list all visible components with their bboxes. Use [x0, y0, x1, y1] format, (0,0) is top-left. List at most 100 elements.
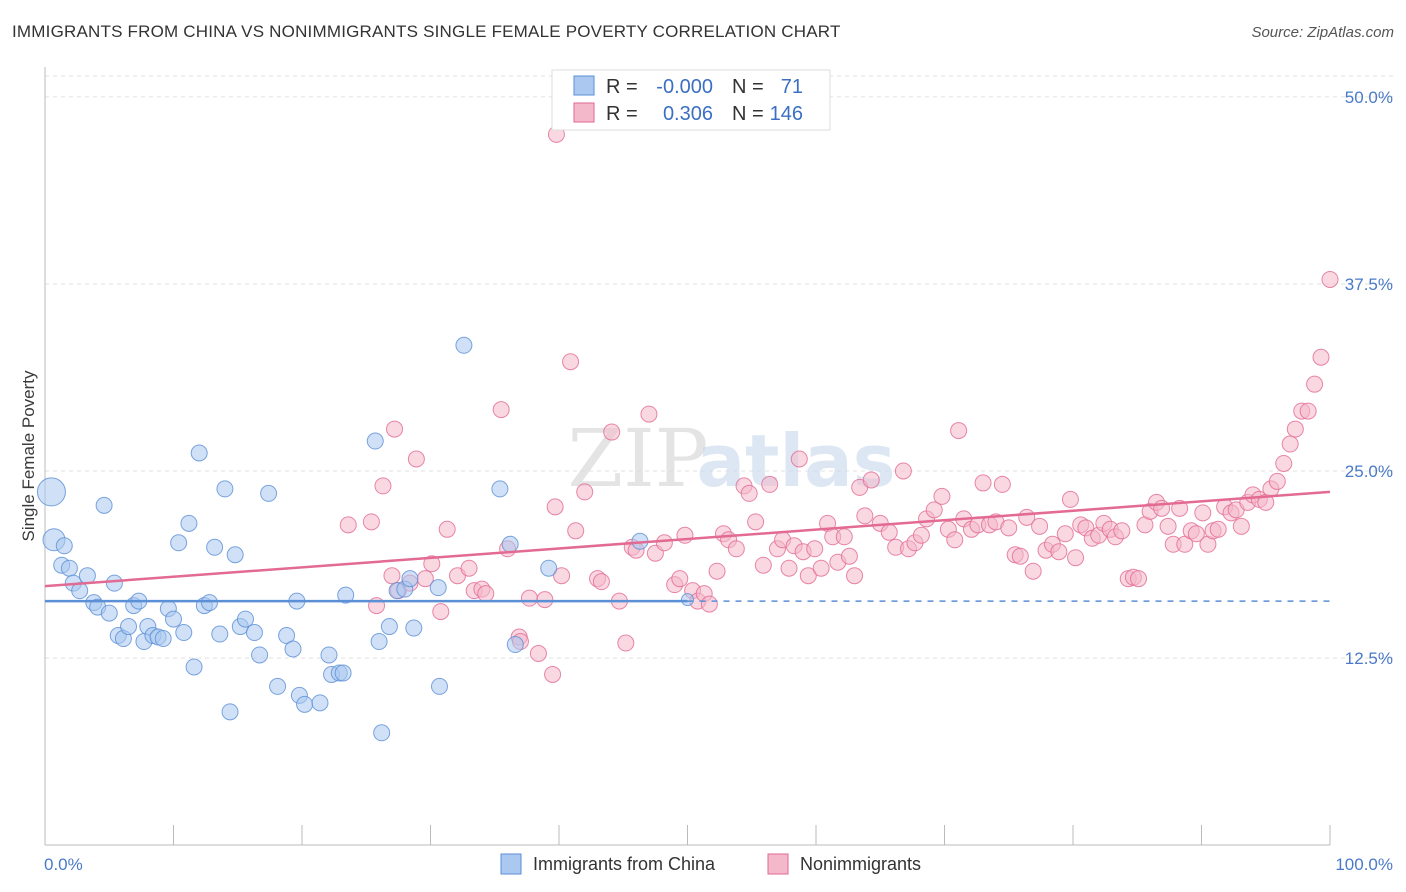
point-nonimmigrant [1194, 504, 1212, 522]
point-china [491, 480, 509, 498]
point-nonimmigrant [1321, 270, 1339, 288]
x-tick-labels: 0.0% 100.0% [44, 855, 1393, 874]
point-china [501, 535, 519, 553]
point-nonimmigrant [1286, 420, 1304, 438]
point-china [245, 624, 263, 642]
point-china [373, 724, 391, 742]
y-axis-label: Single Female Poverty [19, 370, 38, 542]
point-nonimmigrant [1000, 519, 1018, 537]
series-legend-swatch-pink [767, 853, 789, 875]
point-nonimmigrant [617, 634, 635, 652]
y-tick-labels: 12.5% 25.0% 37.5% 50.0% [1345, 88, 1393, 668]
point-china [78, 567, 96, 585]
point-china [320, 646, 338, 664]
point-china [211, 625, 229, 643]
point-china [380, 618, 398, 636]
data-points [36, 125, 1339, 742]
legend-swatch-pink [573, 102, 595, 123]
correlation-legend: R = -0.000 N = 71 R = 0.306 N = 146 [551, 69, 831, 131]
point-nonimmigrant [592, 573, 610, 591]
point-china [284, 640, 302, 658]
point-china [681, 593, 694, 607]
point-nonimmigrant [1113, 522, 1131, 540]
point-china [55, 537, 73, 555]
legend-r-label-1: R = [606, 76, 638, 98]
point-nonimmigrant [460, 559, 478, 577]
point-nonimmigrant [492, 401, 510, 419]
x-tick-label-max: 100.0% [1335, 855, 1393, 874]
point-nonimmigrant [1281, 435, 1299, 453]
y-tick-label: 12.5% [1345, 649, 1393, 668]
point-nonimmigrant [1268, 472, 1286, 490]
point-china [455, 336, 473, 354]
point-nonimmigrant [1299, 402, 1317, 420]
series-legend: Immigrants from China Nonimmigrants [500, 853, 921, 875]
point-china [180, 514, 198, 532]
point-nonimmigrant [374, 477, 392, 495]
y-tick-label: 50.0% [1345, 88, 1393, 107]
point-nonimmigrant [546, 498, 564, 516]
point-nonimmigrant [544, 665, 562, 683]
point-nonimmigrant [1056, 525, 1074, 543]
point-nonimmigrant [576, 483, 594, 501]
point-china [366, 432, 384, 450]
point-china [334, 664, 352, 682]
trend-line-nonimmigrants [44, 490, 1331, 588]
point-nonimmigrant [477, 585, 495, 603]
legend-swatch-blue [573, 75, 595, 96]
point-nonimmigrant [1061, 490, 1079, 508]
point-china [221, 703, 239, 721]
point-nonimmigrant [856, 507, 874, 525]
point-nonimmigrant [846, 567, 864, 585]
point-china [236, 610, 254, 628]
point-china [430, 677, 448, 695]
point-nonimmigrant [567, 522, 585, 540]
point-nonimmigrant [1209, 520, 1227, 538]
legend-n-value-2: 146 [770, 103, 803, 125]
point-nonimmigrant [993, 475, 1011, 493]
chart-title: IMMIGRANTS FROM CHINA VS NONIMMIGRANTS S… [12, 22, 841, 41]
point-china [251, 646, 269, 664]
point-china [100, 604, 118, 622]
point-china [506, 636, 524, 654]
point-china [311, 694, 329, 712]
point-nonimmigrant [946, 531, 964, 549]
point-china [429, 579, 447, 597]
point-nonimmigrant [780, 559, 798, 577]
point-nonimmigrant [1031, 517, 1049, 535]
point-nonimmigrant [1159, 517, 1177, 535]
point-nonimmigrant [1067, 549, 1085, 567]
point-nonimmigrant [362, 513, 380, 531]
legend-n-label-2: N = [732, 103, 764, 125]
legend-n-value-1: 71 [781, 76, 803, 98]
point-nonimmigrant [761, 475, 779, 493]
point-china [165, 610, 182, 628]
point-china [370, 633, 388, 651]
point-china [154, 630, 172, 648]
point-nonimmigrant [1312, 348, 1330, 366]
point-nonimmigrant [1275, 454, 1293, 472]
point-nonimmigrant [676, 526, 694, 544]
point-china [60, 559, 78, 577]
point-nonimmigrant [1024, 562, 1042, 580]
point-nonimmigrant [950, 422, 968, 440]
point-china [269, 677, 287, 695]
point-nonimmigrant [812, 559, 830, 577]
point-china [120, 618, 138, 636]
point-nonimmigrant [640, 405, 658, 423]
legend-r-value-1: -0.000 [656, 76, 713, 98]
x-tick-marks [173, 825, 1331, 845]
point-nonimmigrant [727, 540, 745, 558]
point-nonimmigrant [671, 570, 689, 588]
point-nonimmigrant [747, 513, 765, 531]
point-nonimmigrant [862, 471, 880, 489]
legend-r-label-2: R = [606, 103, 638, 125]
point-nonimmigrant [1232, 517, 1250, 535]
point-nonimmigrant [799, 567, 817, 585]
series-legend-label-nonimmigrants: Nonimmigrants [800, 854, 921, 874]
point-china [405, 619, 423, 637]
point-nonimmigrant [562, 353, 580, 371]
chart-source: Source: ZipAtlas.com [1251, 24, 1394, 41]
point-nonimmigrant [1306, 375, 1324, 393]
